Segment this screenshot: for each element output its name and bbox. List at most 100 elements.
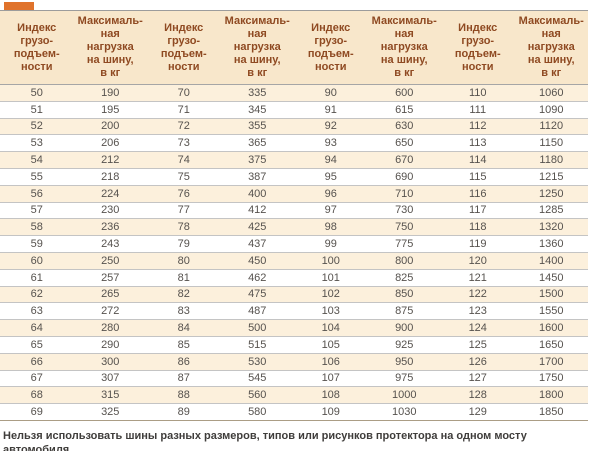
table-cell: 1320 xyxy=(514,218,588,237)
table-cell: 102 xyxy=(294,286,368,304)
table-cell: 127 xyxy=(441,370,515,388)
table-cell: 218 xyxy=(73,168,147,186)
footer-note: Нельзя использовать шины разных размеров… xyxy=(3,430,527,451)
table-row: 67 307 87 545 107 975 127 1750 xyxy=(0,370,588,388)
table-cell: 530 xyxy=(220,353,294,371)
table-cell: 450 xyxy=(220,252,294,270)
table-cell: 1650 xyxy=(514,336,588,354)
table-cell: 88 xyxy=(147,386,221,405)
table-cell: 825 xyxy=(367,269,441,287)
table-cell: 115 xyxy=(441,168,515,186)
table-cell: 462 xyxy=(220,269,294,287)
table-cell: 98 xyxy=(294,218,368,237)
table-cell: 97 xyxy=(294,202,368,220)
table-row: 55 218 75 387 95 690 115 1215 xyxy=(0,168,588,186)
table-cell: 850 xyxy=(367,286,441,304)
table-cell: 107 xyxy=(294,370,368,388)
table-cell: 475 xyxy=(220,286,294,304)
table-cell: 290 xyxy=(73,336,147,354)
table-cell: 91 xyxy=(294,101,368,119)
table-cell: 124 xyxy=(441,319,515,337)
table-cell: 206 xyxy=(73,134,147,153)
table-row: 66 300 86 530 106 950 126 1700 xyxy=(0,353,588,371)
table-cell: 100 xyxy=(294,252,368,270)
table-row: 58 236 78 425 98 750 118 1320 xyxy=(0,218,588,237)
table-cell: 1215 xyxy=(514,168,588,186)
table-cell: 119 xyxy=(441,235,515,253)
table-cell: 230 xyxy=(73,202,147,220)
table-cell: 1060 xyxy=(514,84,588,102)
table-cell: 1250 xyxy=(514,185,588,203)
table-cell: 950 xyxy=(367,353,441,371)
table-cell: 670 xyxy=(367,151,441,169)
table-cell: 387 xyxy=(220,168,294,186)
table-cell: 78 xyxy=(147,218,221,237)
table-cell: 325 xyxy=(73,403,147,421)
table-row: 52 200 72 355 92 630 112 1120 xyxy=(0,118,588,136)
table-cell: 345 xyxy=(220,101,294,119)
table-cell: 83 xyxy=(147,302,221,321)
table-cell: 122 xyxy=(441,286,515,304)
table-cell: 69 xyxy=(0,403,74,421)
table-cell: 101 xyxy=(294,269,368,287)
table-cell: 257 xyxy=(73,269,147,287)
table-cell: 71 xyxy=(147,101,221,119)
table-cell: 265 xyxy=(73,286,147,304)
table-cell: 72 xyxy=(147,118,221,136)
table-cell: 123 xyxy=(441,302,515,321)
table-cell: 925 xyxy=(367,336,441,354)
table-cell: 280 xyxy=(73,319,147,337)
table-cell: 243 xyxy=(73,235,147,253)
table-cell: 224 xyxy=(73,185,147,203)
table-cell: 68 xyxy=(0,386,74,405)
table-row: 64 280 84 500 104 900 124 1600 xyxy=(0,319,588,337)
table-cell: 775 xyxy=(367,235,441,253)
table-cell: 1285 xyxy=(514,202,588,220)
table-cell: 74 xyxy=(147,151,221,169)
table-cell: 82 xyxy=(147,286,221,304)
table-cell: 487 xyxy=(220,302,294,321)
table-cell: 1120 xyxy=(514,118,588,136)
table-cell: 85 xyxy=(147,336,221,354)
table-cell: 190 xyxy=(73,84,147,102)
table-cell: 59 xyxy=(0,235,74,253)
table-cell: 1150 xyxy=(514,134,588,153)
table-row: 57 230 77 412 97 730 117 1285 xyxy=(0,202,588,220)
column-header: Максималь-ная нагрузка на шину, в кг xyxy=(220,10,294,85)
table-cell: 900 xyxy=(367,319,441,337)
table-row: 68 315 88 560 108 1000 128 1800 xyxy=(0,386,588,405)
table-cell: 61 xyxy=(0,269,74,287)
table-cell: 75 xyxy=(147,168,221,186)
table-cell: 1030 xyxy=(367,403,441,421)
table-cell: 86 xyxy=(147,353,221,371)
table-cell: 73 xyxy=(147,134,221,153)
table-row: 60 250 80 450 100 800 120 1400 xyxy=(0,252,588,270)
table-cell: 750 xyxy=(367,218,441,237)
table-cell: 58 xyxy=(0,218,74,237)
table-row: 59 243 79 437 99 775 119 1360 xyxy=(0,235,588,253)
table-cell: 1180 xyxy=(514,151,588,169)
table-cell: 125 xyxy=(441,336,515,354)
table-cell: 120 xyxy=(441,252,515,270)
table-row: 62 265 82 475 102 850 122 1500 xyxy=(0,286,588,304)
table-cell: 600 xyxy=(367,84,441,102)
table-cell: 106 xyxy=(294,353,368,371)
column-header: Индекс грузо-подъем-ности xyxy=(294,10,368,85)
table-cell: 1600 xyxy=(514,319,588,337)
table-row: 56 224 76 400 96 710 116 1250 xyxy=(0,185,588,203)
table-cell: 89 xyxy=(147,403,221,421)
table-cell: 1000 xyxy=(367,386,441,405)
table-cell: 113 xyxy=(441,134,515,153)
column-header: Максималь-ная нагрузка на шину, в кг xyxy=(367,10,441,85)
table-cell: 111 xyxy=(441,101,515,119)
table-header: Индекс грузо-подъем-ности Максималь-ная наг… xyxy=(0,10,588,85)
table-cell: 51 xyxy=(0,101,74,119)
table-cell: 710 xyxy=(367,185,441,203)
table-cell: 355 xyxy=(220,118,294,136)
table-cell: 80 xyxy=(147,252,221,270)
table-cell: 114 xyxy=(441,151,515,169)
table-cell: 67 xyxy=(0,370,74,388)
table-cell: 60 xyxy=(0,252,74,270)
table-cell: 87 xyxy=(147,370,221,388)
table-cell: 121 xyxy=(441,269,515,287)
